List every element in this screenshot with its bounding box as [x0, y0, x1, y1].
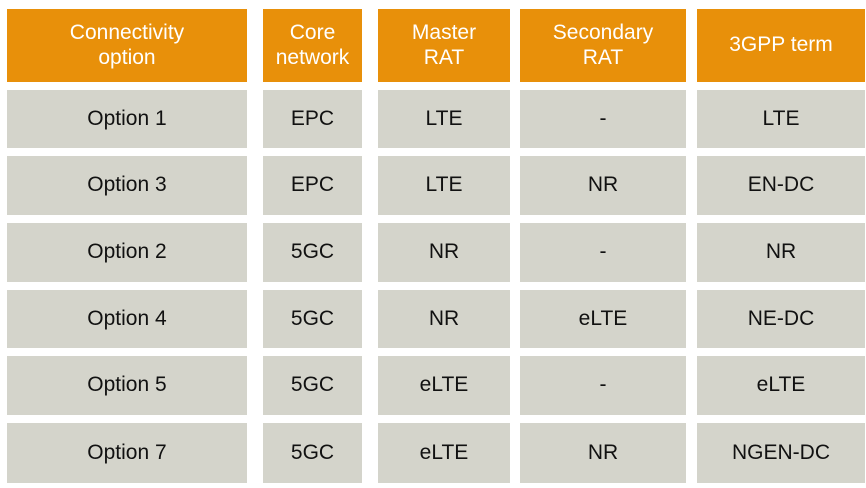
- cell-secondary-rat: NR: [520, 156, 686, 215]
- cell-core-network: 5GC: [263, 356, 362, 415]
- cell-master-rat: eLTE: [378, 356, 510, 415]
- cell-option: Option 7: [7, 423, 247, 483]
- cell-option: Option 4: [7, 290, 247, 348]
- cell-option: Option 3: [7, 156, 247, 215]
- cell-3gpp-term: NGEN-DC: [697, 423, 865, 483]
- cell-master-rat: LTE: [378, 90, 510, 148]
- cell-master-rat: LTE: [378, 156, 510, 215]
- header-connectivity-option: Connectivity option: [7, 9, 247, 82]
- header-3gpp-term: 3GPP term: [697, 9, 865, 82]
- cell-secondary-rat: NR: [520, 423, 686, 483]
- cell-secondary-rat: -: [520, 90, 686, 148]
- cell-core-network: 5GC: [263, 423, 362, 483]
- cell-secondary-rat: eLTE: [520, 290, 686, 348]
- cell-option: Option 2: [7, 223, 247, 282]
- cell-secondary-rat: -: [520, 356, 686, 415]
- cell-3gpp-term: eLTE: [697, 356, 865, 415]
- cell-core-network: 5GC: [263, 223, 362, 282]
- cell-3gpp-term: EN-DC: [697, 156, 865, 215]
- header-secondary-rat: Secondary RAT: [520, 9, 686, 82]
- cell-core-network: EPC: [263, 90, 362, 148]
- cell-master-rat: eLTE: [378, 423, 510, 483]
- cell-3gpp-term: LTE: [697, 90, 865, 148]
- cell-option: Option 5: [7, 356, 247, 415]
- header-core-network: Core network: [263, 9, 362, 82]
- cell-master-rat: NR: [378, 290, 510, 348]
- cell-core-network: EPC: [263, 156, 362, 215]
- cell-core-network: 5GC: [263, 290, 362, 348]
- header-master-rat: Master RAT: [378, 9, 510, 82]
- cell-option: Option 1: [7, 90, 247, 148]
- cell-master-rat: NR: [378, 223, 510, 282]
- cell-secondary-rat: -: [520, 223, 686, 282]
- cell-3gpp-term: NR: [697, 223, 865, 282]
- cell-3gpp-term: NE-DC: [697, 290, 865, 348]
